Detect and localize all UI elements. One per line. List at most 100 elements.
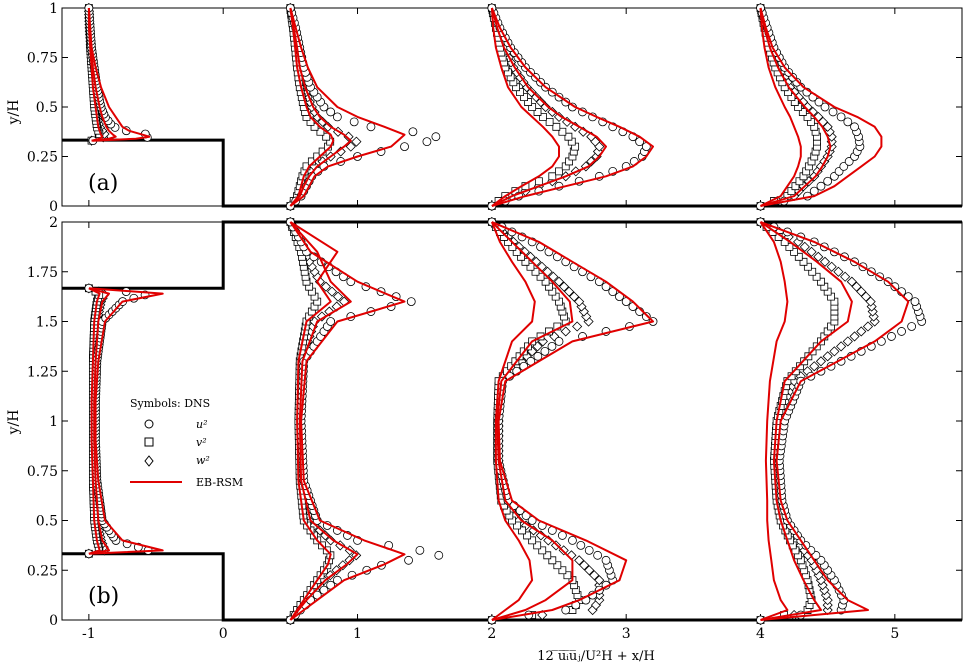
x-tick-label: 0 bbox=[219, 626, 228, 642]
y-tick-label: 1 bbox=[49, 414, 58, 430]
dns-u2-point bbox=[843, 117, 853, 127]
dns-w2-point bbox=[809, 361, 820, 372]
dns-w2-point bbox=[332, 291, 344, 302]
legend: Symbols: DNS u² v² w² EB-RSM bbox=[130, 397, 243, 489]
dns-v2-point bbox=[558, 127, 567, 136]
station-0 bbox=[83, 2, 152, 146]
dns-w2-point bbox=[326, 286, 338, 297]
dns-u2-point bbox=[554, 336, 564, 346]
y-tick-label: 2 bbox=[49, 215, 58, 231]
dns-u2-point bbox=[850, 122, 859, 132]
dns-w2-point bbox=[320, 530, 331, 541]
dns-u2-point bbox=[408, 127, 418, 137]
dns-w2-point bbox=[856, 326, 867, 337]
dns-v2-point bbox=[545, 117, 554, 126]
dns-w2-point bbox=[806, 246, 817, 257]
dns-u2-point bbox=[431, 132, 441, 142]
dns-u2-point bbox=[434, 550, 444, 560]
rsm-line bbox=[491, 221, 654, 621]
dns-u2-point bbox=[820, 102, 830, 112]
dns-w2-point bbox=[528, 525, 539, 536]
station-1 bbox=[285, 2, 441, 212]
dns-u2-point bbox=[326, 317, 336, 326]
dns-w2-point bbox=[862, 321, 874, 332]
station-1 bbox=[285, 216, 444, 626]
dns-w2-point bbox=[535, 96, 546, 108]
dns-w2-point bbox=[521, 520, 532, 531]
dns-u2-point bbox=[533, 351, 543, 361]
dns-u2-point bbox=[601, 555, 611, 565]
x-tick-label: 5 bbox=[890, 626, 899, 642]
dns-w2-point bbox=[584, 565, 595, 576]
dns-u2-point bbox=[890, 282, 900, 292]
x-tick-label: 4 bbox=[756, 626, 765, 642]
rsm-line bbox=[759, 7, 883, 207]
dns-u2-point bbox=[422, 137, 432, 147]
station-3 bbox=[755, 216, 927, 626]
rsm-line bbox=[490, 7, 607, 207]
station-2 bbox=[486, 2, 654, 212]
dns-w2-point bbox=[547, 106, 558, 118]
dns-u2-point bbox=[897, 327, 906, 336]
y-tick-label: 1.5 bbox=[36, 315, 58, 331]
dns-u2-point bbox=[400, 142, 409, 152]
dns-w2-point bbox=[799, 241, 810, 252]
panel-b: 0 0.25 0.5 0.75 1 1.25 1.5 1.75 2 bbox=[27, 215, 963, 629]
wall-bottom bbox=[62, 552, 962, 622]
dns-w2-point bbox=[865, 296, 876, 307]
dns-w2-point bbox=[856, 286, 867, 297]
dns-w2-point bbox=[548, 271, 559, 282]
rsm-line bbox=[289, 221, 339, 621]
y-tick-label: 0 bbox=[49, 199, 58, 215]
dns-u2-point bbox=[349, 117, 359, 127]
y-axis-label-a: y/H bbox=[6, 100, 22, 126]
legend-u2-marker bbox=[144, 419, 154, 429]
rsm-line bbox=[491, 221, 574, 621]
rsm-line bbox=[289, 7, 352, 207]
rsm-line bbox=[759, 7, 802, 207]
dns-w2-point bbox=[553, 276, 565, 287]
legend-v2-marker bbox=[144, 437, 154, 447]
panel-label-b: (b) bbox=[88, 584, 119, 609]
dns-u2-point bbox=[326, 107, 336, 117]
rsm-line bbox=[759, 221, 789, 621]
legend-title: Symbols: DNS bbox=[130, 397, 210, 410]
dns-w2-point bbox=[316, 311, 327, 322]
rsm-line bbox=[88, 287, 101, 555]
rsm-line bbox=[289, 221, 359, 621]
dns-v2-point bbox=[555, 167, 563, 176]
y-tick-label: 0.75 bbox=[27, 464, 58, 480]
rsm-line bbox=[289, 7, 335, 207]
dns-w2-point bbox=[836, 341, 847, 352]
dns-w2-point bbox=[322, 121, 334, 132]
dns-w2-point bbox=[822, 351, 833, 362]
dns-w2-point bbox=[822, 121, 833, 132]
dns-u2-point bbox=[561, 605, 571, 615]
dns-w2-point bbox=[846, 276, 857, 287]
station-2 bbox=[486, 216, 658, 626]
dns-w2-point bbox=[579, 560, 590, 571]
dns-u2-point bbox=[828, 107, 838, 117]
dns-u2-point bbox=[887, 332, 896, 341]
dns-w2-point bbox=[833, 266, 844, 277]
panel-label-a: (a) bbox=[88, 171, 118, 196]
y-tick-label: 1.25 bbox=[27, 364, 58, 380]
wall-top bbox=[62, 220, 962, 290]
dns-u2-point bbox=[366, 122, 376, 132]
y-axis-label-b: y/H bbox=[6, 410, 22, 436]
dns-u2-point bbox=[910, 297, 920, 307]
dns-w2-point bbox=[345, 141, 356, 152]
rsm-line bbox=[759, 221, 853, 621]
dns-w2-point bbox=[866, 301, 877, 312]
dns-u2-point bbox=[839, 161, 849, 171]
x-tick-label: 2 bbox=[487, 626, 496, 642]
dns-u2-point bbox=[816, 181, 826, 191]
rsm-line bbox=[289, 7, 406, 207]
dns-w2-point bbox=[320, 281, 332, 292]
dns-w2-point bbox=[849, 331, 860, 342]
rsm-line bbox=[490, 7, 654, 207]
dns-w2-point bbox=[558, 281, 570, 292]
dns-w2-point bbox=[813, 251, 824, 262]
wall-bottom bbox=[62, 138, 962, 208]
